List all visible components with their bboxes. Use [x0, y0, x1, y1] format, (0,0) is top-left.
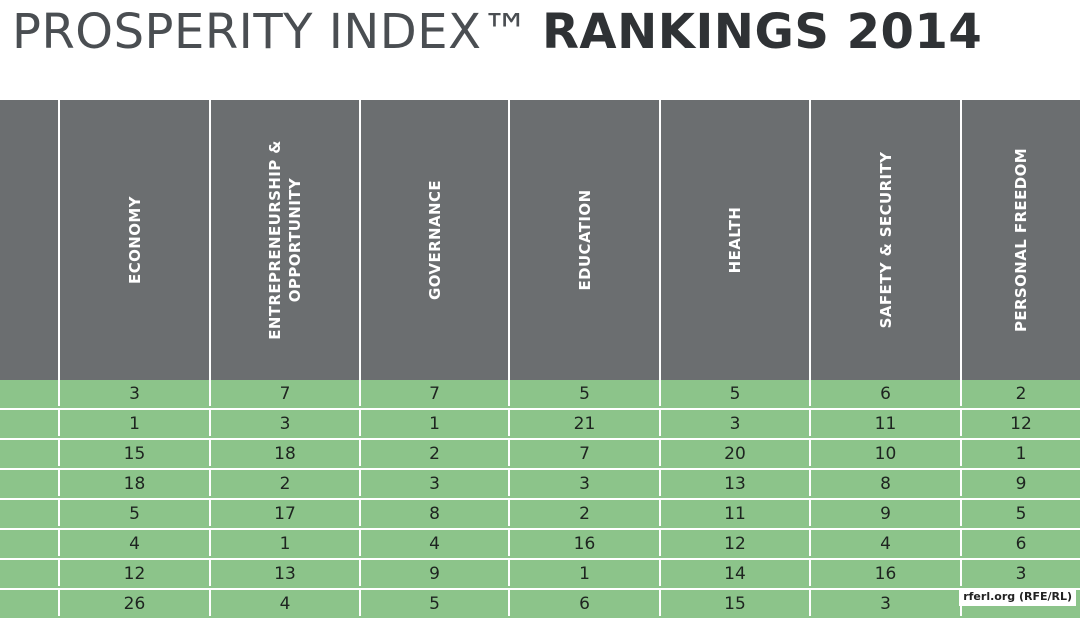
table-cell: 3 [60, 380, 211, 406]
title-light: PROSPERITY INDEX™ [12, 4, 530, 60]
table-cell: 13 [661, 470, 811, 496]
table-cell [0, 530, 60, 556]
table-cell: 15 [60, 440, 211, 466]
column-header-economy: ECONOMY [60, 100, 211, 380]
table-cell: 4 [811, 530, 962, 556]
table-cell: 1 [361, 410, 510, 436]
table-cell: 1 [1015, 444, 1027, 464]
table-cell [0, 590, 60, 616]
table-cell: 11 [811, 410, 962, 436]
table-cell: 1 [60, 410, 211, 436]
table-cell: 26 [60, 590, 211, 616]
table-cell: 3 [510, 470, 661, 496]
table-cell: 18 [60, 470, 211, 496]
table-cell [0, 380, 60, 406]
column-label: ECONOMY [125, 196, 144, 284]
table-cell: 4 [211, 590, 361, 616]
table-row: 4 1 4 16 12 4 6 [0, 530, 1080, 560]
column-label: ENTREPRENEURSHIP & OPPORTUNITY [266, 140, 304, 340]
table-cell [0, 500, 60, 526]
table-row: 5 17 8 2 11 9 5 [0, 500, 1080, 530]
table-cell [0, 560, 60, 586]
column-header-health: HEALTH [661, 100, 811, 380]
column-header-personal-freedom: PERSONAL FREEDOM [962, 100, 1080, 380]
table-cell: 3 [811, 590, 962, 616]
table-cell: 14 [661, 560, 811, 586]
title-bold: RANKINGS 2014 [541, 4, 983, 60]
table-cell: 11 [661, 500, 811, 526]
table-cell: 4 [361, 530, 510, 556]
table-cell: 8 [361, 500, 510, 526]
table-cell: 9 [1015, 474, 1027, 494]
table-cell: 9 [811, 500, 962, 526]
table-cell: 5 [361, 590, 510, 616]
table-row: 26 4 5 6 15 3 [0, 590, 1080, 620]
column-header-governance: GOVERNANCE [361, 100, 510, 380]
column-header-entrepreneurship: ENTREPRENEURSHIP & OPPORTUNITY [211, 100, 361, 380]
table-cell: 17 [211, 500, 361, 526]
column-header-country [0, 100, 60, 380]
table-cell: 6 [811, 380, 962, 406]
table-cell: 5 [1015, 504, 1027, 524]
table-cell: 6 [510, 590, 661, 616]
table-cell: 3 [361, 470, 510, 496]
table-cell: 3 [211, 410, 361, 436]
table-cell: 20 [661, 440, 811, 466]
table-row: 18 2 3 3 13 8 9 [0, 470, 1080, 500]
table-cell [0, 470, 60, 496]
table-cell: 7 [211, 380, 361, 406]
table-cell: 3 [1015, 564, 1027, 584]
table-cell: 2 [1015, 384, 1027, 404]
table-cell [0, 410, 60, 436]
column-label: HEALTH [726, 206, 744, 274]
table-cell: 4 [60, 530, 211, 556]
column-header-safety-security: SAFETY & SECURITY [811, 100, 962, 380]
column-label: EDUCATION [575, 189, 594, 291]
table-cell: 9 [361, 560, 510, 586]
table-header: ECONOMY ENTREPRENEURSHIP & OPPORTUNITY G… [0, 100, 1080, 380]
table-cell: 13 [211, 560, 361, 586]
table-cell: 1 [510, 560, 661, 586]
table-cell: 2 [211, 470, 361, 496]
table-cell: 12 [661, 530, 811, 556]
page-title: PROSPERITY INDEX™ RANKINGS 2014 [12, 2, 982, 62]
table-cell: 2 [510, 500, 661, 526]
table-cell: 16 [811, 560, 962, 586]
table-cell: 10 [811, 440, 962, 466]
table-cell: 15 [661, 590, 811, 616]
column-label: SAFETY & SECURITY [876, 151, 895, 329]
column-label: GOVERNANCE [425, 179, 444, 301]
rankings-table: ECONOMY ENTREPRENEURSHIP & OPPORTUNITY G… [0, 100, 1080, 620]
table-row: 1 3 1 21 3 11 12 [0, 410, 1080, 440]
table-cell: 12 [1010, 414, 1032, 434]
column-label: PERSONAL FREEDOM [1012, 147, 1030, 333]
table-cell [0, 440, 60, 466]
table-cell: 5 [510, 380, 661, 406]
table-cell: 2 [361, 440, 510, 466]
source-credit: rferl.org (RFE/RL) [959, 588, 1076, 606]
table-cell: 7 [361, 380, 510, 406]
table-cell: 1 [211, 530, 361, 556]
table-row: 12 13 9 1 14 16 3 [0, 560, 1080, 590]
column-header-education: EDUCATION [510, 100, 661, 380]
table-cell: 3 [661, 410, 811, 436]
table-cell: 5 [661, 380, 811, 406]
table-cell: 12 [60, 560, 211, 586]
table-cell: 7 [510, 440, 661, 466]
table-cell: 6 [1015, 534, 1027, 554]
table-cell: 16 [510, 530, 661, 556]
table-row: 15 18 2 7 20 10 1 [0, 440, 1080, 470]
table-cell: 21 [510, 410, 661, 436]
table-cell: 8 [811, 470, 962, 496]
table-cell: 18 [211, 440, 361, 466]
table-cell: 5 [60, 500, 211, 526]
